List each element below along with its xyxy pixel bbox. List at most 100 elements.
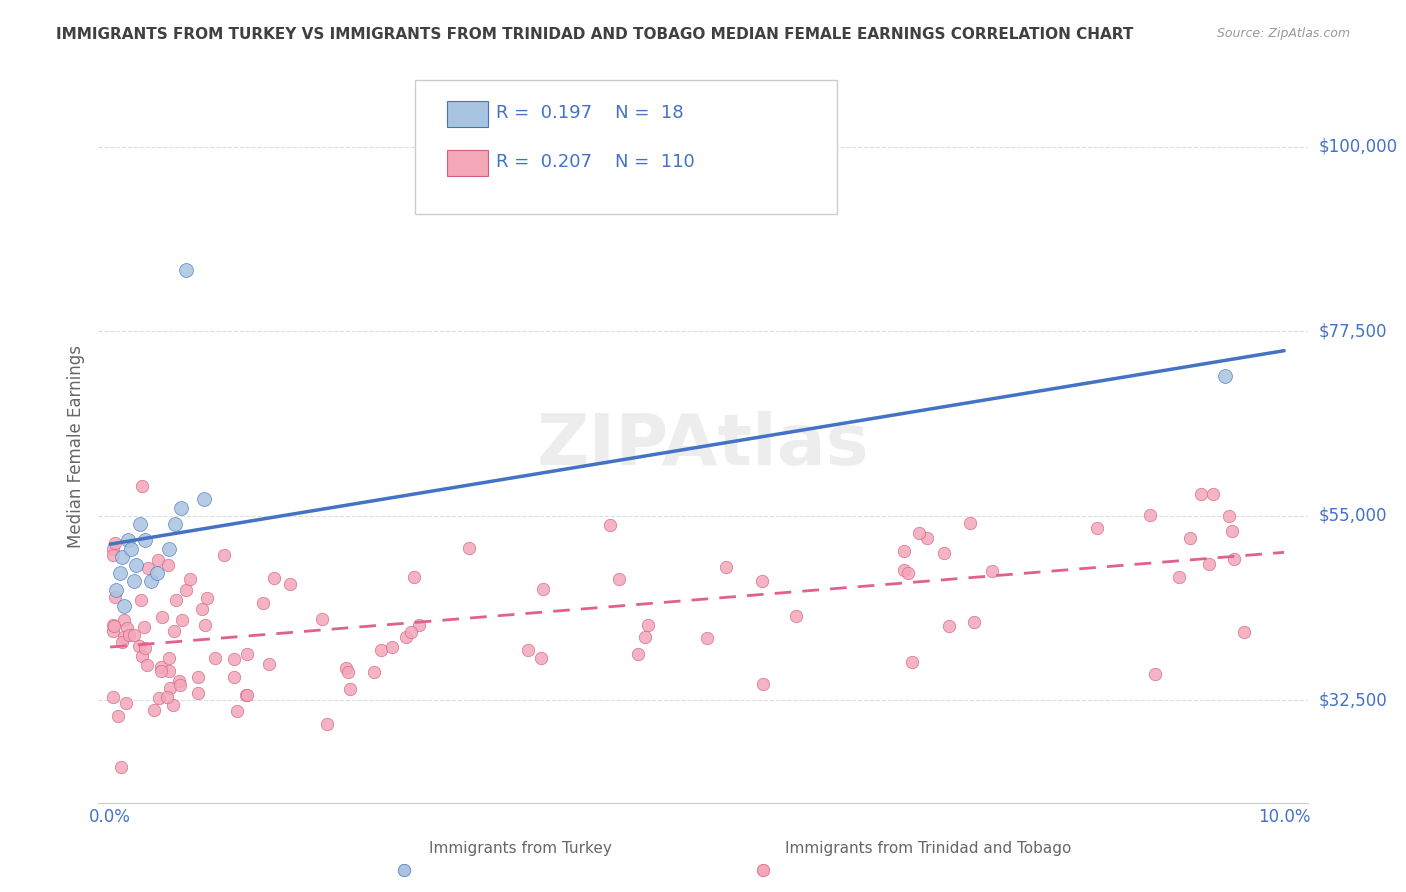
Point: [408, 618, 430, 632]
Point: [1189, 487, 1212, 501]
Point: [163, 516, 186, 531]
Point: [141, 574, 163, 589]
Point: [915, 531, 938, 545]
Point: [907, 526, 929, 541]
Point: [166, 593, 188, 607]
Point: [120, 541, 142, 556]
Point: [263, 570, 285, 584]
Point: [394, 630, 416, 644]
Point: [112, 613, 135, 627]
Point: [125, 558, 148, 572]
Point: [278, 577, 301, 591]
Point: [101, 618, 124, 632]
Point: [174, 582, 197, 597]
Point: [607, 572, 630, 586]
Point: [893, 544, 915, 558]
Point: [162, 698, 184, 712]
Point: [236, 647, 259, 661]
Point: [129, 592, 152, 607]
Point: [1198, 557, 1220, 571]
Point: [252, 596, 274, 610]
Point: [128, 639, 150, 653]
Point: [900, 655, 922, 669]
Point: [176, 262, 198, 277]
Point: [115, 621, 138, 635]
Point: [311, 611, 333, 625]
Point: [155, 690, 177, 704]
Point: [103, 619, 125, 633]
Point: [339, 681, 361, 696]
Point: [110, 760, 132, 774]
Point: [191, 602, 214, 616]
Point: [531, 582, 554, 596]
Point: [112, 599, 135, 613]
Point: [157, 558, 180, 572]
Point: [115, 697, 138, 711]
Point: [169, 673, 191, 688]
Point: [752, 677, 775, 691]
Point: [148, 690, 170, 705]
Point: [193, 492, 215, 507]
Point: [157, 650, 180, 665]
Point: [530, 651, 553, 665]
Point: [104, 590, 127, 604]
Point: [150, 660, 173, 674]
Point: [149, 664, 172, 678]
Point: [105, 582, 128, 597]
Point: [150, 610, 173, 624]
Point: [634, 631, 657, 645]
Text: $77,500: $77,500: [1319, 322, 1388, 340]
Point: [316, 716, 339, 731]
Point: [101, 541, 124, 556]
Point: [117, 628, 139, 642]
Point: [1215, 369, 1237, 384]
Point: [148, 553, 170, 567]
Point: [187, 671, 209, 685]
Point: [104, 536, 127, 550]
Point: [101, 549, 124, 563]
Point: [394, 863, 416, 877]
Point: [122, 574, 145, 589]
Point: [363, 665, 385, 679]
Text: R =  0.197    N =  18: R = 0.197 N = 18: [496, 104, 683, 122]
Point: [101, 690, 124, 705]
Point: [204, 650, 226, 665]
Point: [138, 561, 160, 575]
Point: [599, 517, 621, 532]
Text: Immigrants from Turkey: Immigrants from Turkey: [429, 841, 612, 856]
Point: [1202, 487, 1225, 501]
Point: [637, 618, 659, 632]
Point: [134, 641, 156, 656]
Point: [716, 560, 738, 574]
Point: [627, 647, 650, 661]
Point: [1218, 508, 1240, 523]
Point: [959, 516, 981, 530]
Point: [752, 863, 775, 877]
Point: [751, 574, 773, 588]
Point: [257, 657, 280, 671]
Point: [159, 681, 181, 695]
Point: [131, 648, 153, 663]
Point: [117, 533, 139, 548]
Point: [134, 533, 156, 548]
Point: [897, 566, 920, 581]
Text: Source: ZipAtlas.com: Source: ZipAtlas.com: [1216, 27, 1350, 40]
Point: [103, 624, 125, 639]
Text: $100,000: $100,000: [1319, 137, 1398, 155]
Point: [938, 618, 960, 632]
Point: [163, 624, 186, 639]
Point: [370, 643, 392, 657]
Point: [963, 615, 986, 630]
Point: [932, 546, 955, 560]
Point: [1220, 524, 1243, 539]
Point: [194, 617, 217, 632]
Point: [696, 632, 718, 646]
Point: [132, 620, 155, 634]
Point: [1168, 570, 1191, 584]
Text: Immigrants from Trinidad and Tobago: Immigrants from Trinidad and Tobago: [785, 841, 1071, 856]
Point: [195, 591, 218, 605]
Point: [179, 572, 201, 586]
Point: [169, 678, 191, 692]
Point: [1223, 552, 1246, 566]
Point: [212, 548, 235, 562]
